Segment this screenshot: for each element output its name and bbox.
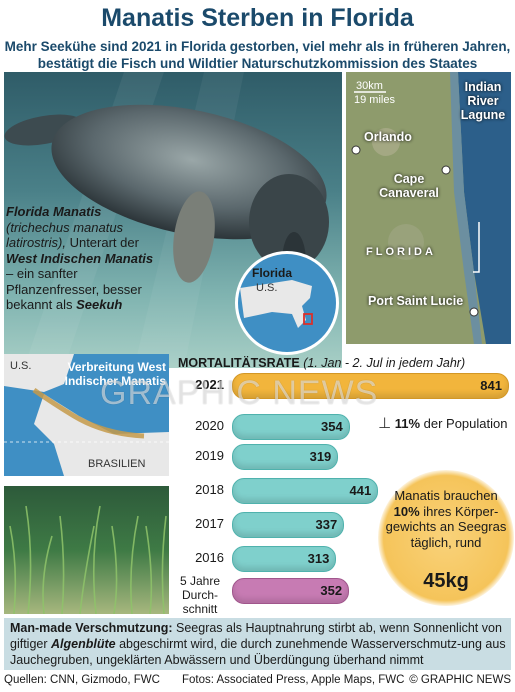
bar-2016: 313 (232, 546, 337, 572)
range-us-label: U.S. (10, 360, 32, 372)
bar-category-label: 2017 (195, 516, 224, 531)
species-description: Florida Manatis (trichechus manatus lati… (6, 204, 162, 313)
map-place-port-saint-lucie: Port Saint Lucie (368, 294, 464, 308)
species-latin: (trichechus manatus latirostris), (6, 219, 124, 251)
chart-heading: MORTALITÄTSRATE (1. Jan - 2. Jul in jede… (178, 356, 465, 370)
bar-2017: 337 (232, 512, 345, 538)
range-map: U.S. Verbreitung West Indischer Manatis … (4, 354, 169, 476)
bar-category-label: 5 Jahre Durch-schnitt (179, 574, 221, 616)
footer-text: Man-made Verschmutzung: Seegras als Haup… (10, 620, 508, 668)
locator-florida-label: Florida (252, 266, 293, 280)
map-place-orlando: Orlando (364, 130, 412, 144)
credits: Quellen: CNN, Gizmodo, FWC Fotos: Associ… (4, 674, 511, 686)
species-desc1: Unterart der (69, 235, 139, 250)
bar-2018: 441 (232, 478, 379, 504)
bubble-text: Manatis brauchen 10% ihres Körper-gewich… (384, 488, 508, 550)
bubble-amount: 45kg (423, 570, 469, 592)
manatee-illustration (4, 72, 329, 368)
bar-value-label: 352 (320, 583, 343, 598)
footer-text1: Seegras als Hauptnahrung stirbt ab, wenn… (10, 621, 502, 651)
bar-value-label: 337 (315, 517, 338, 532)
bar-category-label: 2019 (195, 448, 224, 463)
locator-us-label: U.S. (256, 282, 278, 294)
bar-value-label: 354 (321, 419, 343, 434)
bar-value-label: 319 (309, 449, 332, 464)
bar-category-label: 2018 (195, 482, 224, 497)
credits-photos: Fotos: Associated Press, Apple Maps, FWC (182, 674, 405, 686)
page-title: Manatis Sterben in Florida (101, 4, 414, 32)
species-common: Seekuh (76, 297, 123, 312)
map-place-cape-canaveral: Cape Canaveral (379, 172, 439, 200)
bubble-line2: ihres Körper-gewichts an Seegras täglich… (385, 503, 507, 550)
footer-lead: Man-made Verschmutzung: (10, 621, 173, 635)
bar-value-label: 841 (480, 378, 502, 393)
species-desc2: – ein sanfter Pflanzenfresser, besser be… (6, 266, 142, 312)
species-name: Florida Manatis (6, 204, 102, 219)
bubble-pct: 10% (393, 503, 420, 519)
florida-satellite-map: 30km 19 miles Indian River Lagune Orland… (346, 72, 511, 344)
map-scale-mi: 19 miles (354, 94, 395, 106)
bar-value-label: 441 (349, 483, 372, 498)
credits-sources: Quellen: CNN, Gizmodo, FWC (4, 674, 160, 686)
range-map-title: Verbreitung West Indischer Manatis (64, 360, 166, 388)
range-brazil-label: BRASILIEN (88, 458, 146, 470)
bubble-line1: Manatis brauchen (394, 488, 498, 503)
credits-brand: © GRAPHIC NEWS (409, 674, 511, 686)
manatee-photo (4, 72, 342, 368)
pin-icon: ⊥ (378, 415, 392, 432)
bar-category-label: 2016 (195, 550, 224, 565)
watermark: GRAPHIC NEWS (100, 374, 379, 412)
seagrass-bubble (378, 470, 514, 606)
map-state-label: FLORIDA (366, 246, 436, 258)
bar-category-label: 2020 (195, 418, 224, 433)
population-text: der Population (420, 416, 508, 431)
footer-algae: Algenblüte (51, 637, 116, 651)
locator-globe: Florida U.S. (232, 248, 342, 358)
seagrass-photo (4, 486, 169, 614)
chart-subtitle: (1. Jan - 2. Jul in jedem Jahr) (303, 356, 466, 370)
bar-value-label: 313 (307, 551, 330, 566)
footer-panel (4, 618, 511, 670)
bar-average: 352 (232, 578, 350, 604)
species-parent: West Indischen Manatis (6, 250, 154, 266)
map-lagoon-label: Indian River Lagune (460, 80, 506, 122)
page-subtitle: Mehr Seekühe sind 2021 in Florida gestor… (4, 39, 511, 71)
population-note: ⊥ 11% der Population (378, 414, 507, 432)
bar-2020: 354 (232, 414, 350, 440)
chart-title: MORTALITÄTSRATE (178, 356, 300, 370)
map-scale-km: 30km (356, 80, 383, 92)
population-pct: 11% (394, 416, 421, 431)
footer-text2: abgeschirmt wird, die durch zunehmende W… (10, 637, 506, 667)
bar-2019: 319 (232, 444, 339, 470)
